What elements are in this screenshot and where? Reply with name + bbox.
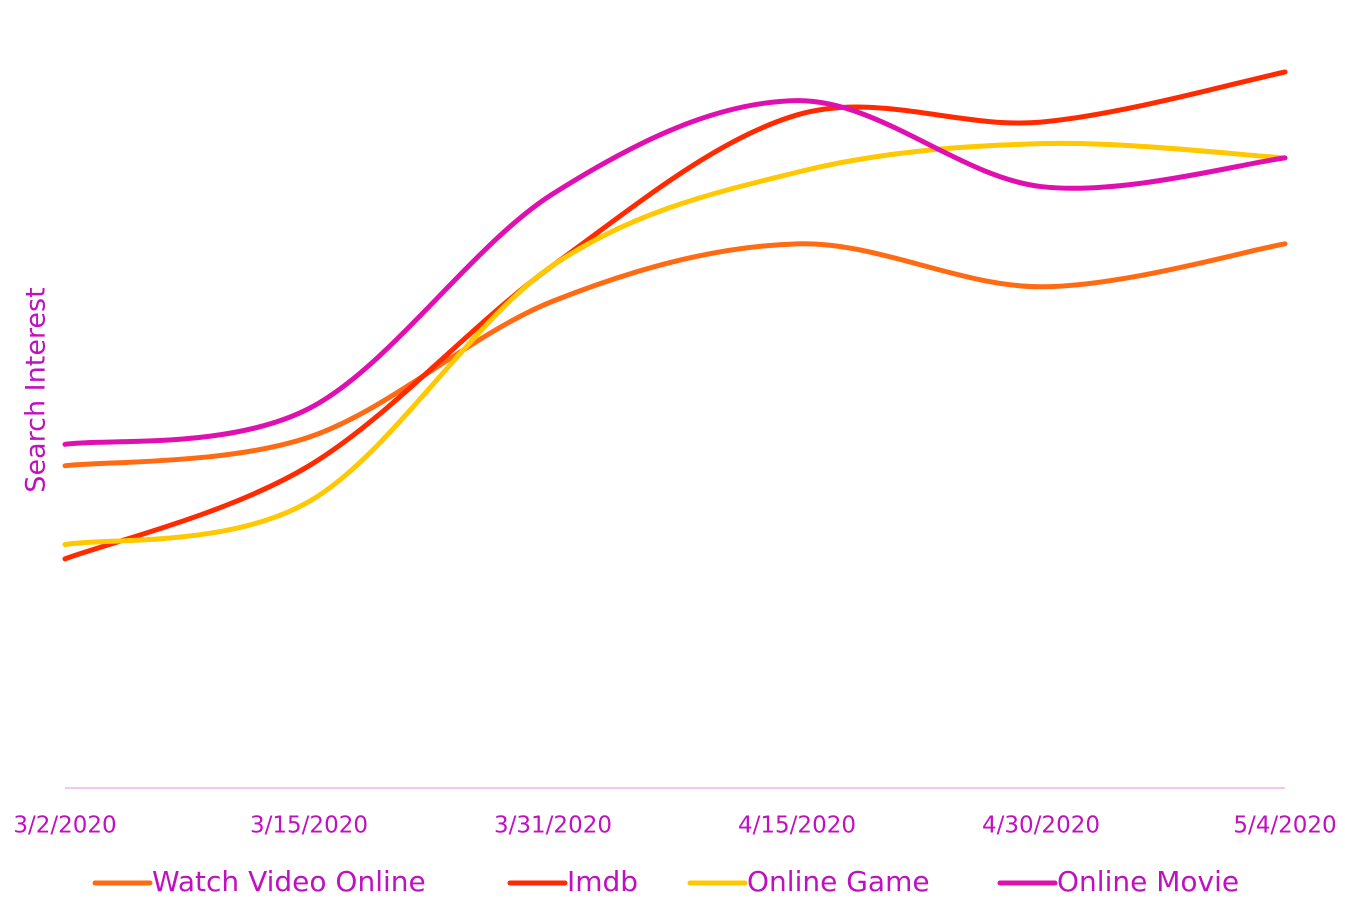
legend-label: Imdb — [567, 865, 638, 898]
series-line — [62, 140, 1288, 548]
x-tick-label: 3/2/2020 — [13, 813, 116, 839]
legend-label: Watch Video Online — [152, 865, 426, 898]
series-line — [62, 241, 1288, 469]
series-line — [62, 69, 1288, 562]
series-line — [62, 98, 1288, 447]
x-tick-label: 3/15/2020 — [250, 813, 368, 839]
x-tick-label: 4/30/2020 — [982, 813, 1100, 839]
y-axis-label: Search Interest — [21, 287, 52, 492]
x-tick-label: 3/31/2020 — [494, 813, 612, 839]
legend-label: Online Game — [747, 865, 930, 898]
x-tick-label: 4/15/2020 — [738, 813, 856, 839]
x-tick-label: 5/4/2020 — [1233, 813, 1336, 839]
legend-label: Online Movie — [1057, 865, 1239, 898]
